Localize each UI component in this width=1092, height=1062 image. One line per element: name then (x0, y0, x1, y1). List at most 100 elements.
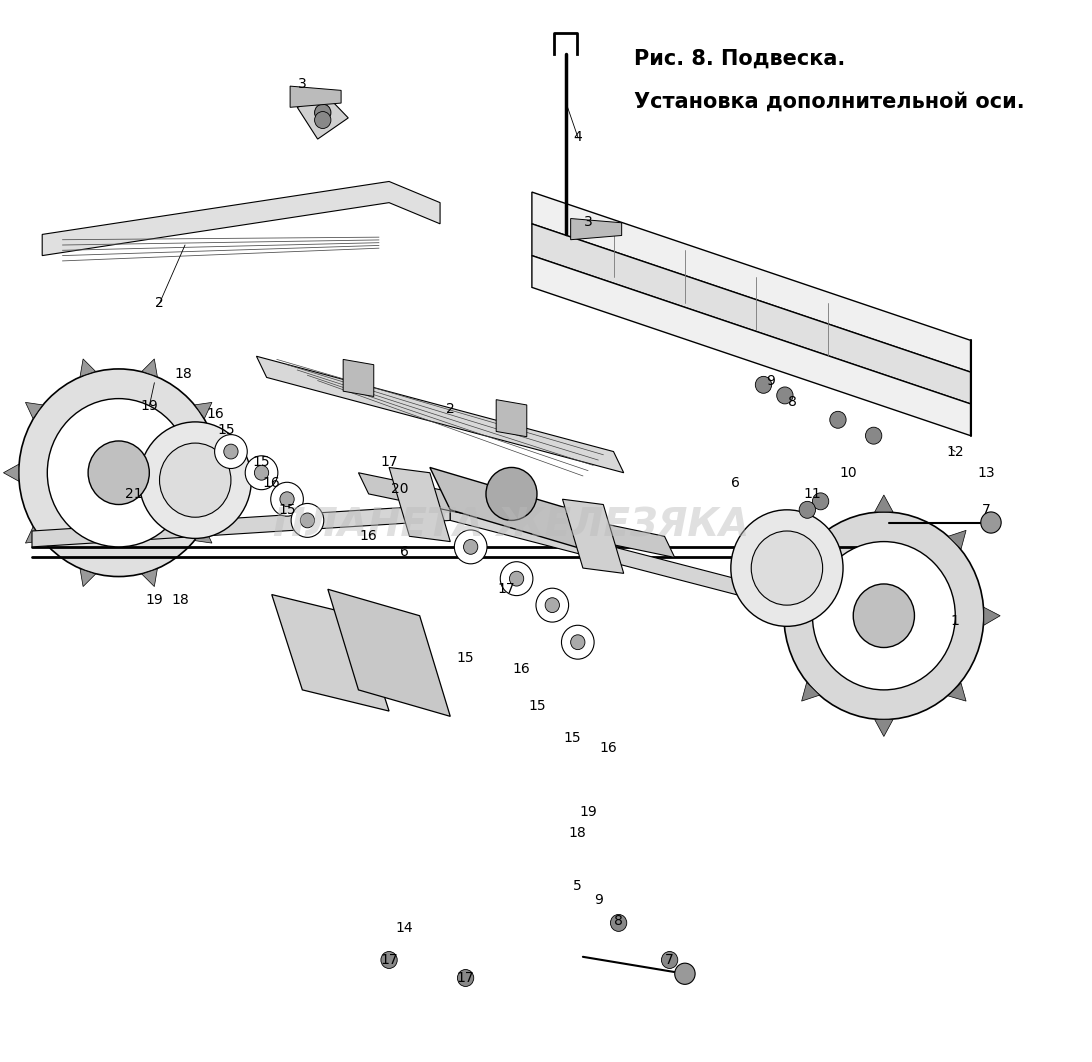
Circle shape (545, 598, 559, 613)
Polygon shape (430, 467, 593, 552)
Circle shape (88, 441, 150, 504)
Text: 15: 15 (278, 502, 296, 517)
Text: ПЛАНЕТА ЖЕЛЕЗЯКА: ПЛАНЕТА ЖЕЛЕЗЯКА (273, 507, 749, 545)
Text: 12: 12 (947, 445, 964, 459)
Circle shape (314, 112, 331, 129)
Polygon shape (142, 359, 157, 377)
Polygon shape (571, 219, 621, 240)
Text: Рис. 8. Подвеска.: Рис. 8. Подвеска. (634, 49, 845, 69)
Circle shape (853, 584, 914, 648)
Circle shape (139, 422, 251, 538)
Polygon shape (948, 530, 966, 549)
Text: 18: 18 (174, 367, 192, 381)
Polygon shape (328, 589, 450, 717)
Circle shape (254, 465, 269, 480)
Text: 1: 1 (951, 614, 960, 628)
Text: 7: 7 (982, 502, 990, 517)
Text: 17: 17 (380, 953, 397, 967)
Circle shape (784, 512, 984, 720)
Text: 21: 21 (126, 487, 143, 501)
Polygon shape (875, 720, 893, 736)
Circle shape (751, 531, 822, 605)
Text: 2: 2 (446, 402, 454, 416)
Circle shape (731, 510, 843, 627)
Text: 16: 16 (600, 741, 617, 755)
Polygon shape (875, 495, 893, 512)
Text: 16: 16 (263, 477, 281, 491)
Text: 19: 19 (141, 399, 158, 413)
Polygon shape (194, 402, 212, 418)
Polygon shape (496, 399, 526, 436)
Circle shape (510, 571, 524, 586)
Circle shape (246, 456, 277, 490)
Text: 10: 10 (840, 466, 857, 480)
Polygon shape (389, 467, 450, 542)
Text: 19: 19 (579, 805, 597, 819)
Circle shape (19, 369, 218, 577)
Circle shape (799, 501, 816, 518)
Text: 15: 15 (252, 456, 271, 469)
Circle shape (500, 562, 533, 596)
Polygon shape (80, 569, 96, 586)
Circle shape (458, 970, 474, 987)
Circle shape (215, 434, 247, 468)
Circle shape (812, 493, 829, 510)
Circle shape (486, 467, 537, 520)
Polygon shape (297, 97, 348, 139)
Polygon shape (218, 464, 234, 481)
Text: 6: 6 (400, 545, 408, 560)
Text: 14: 14 (395, 921, 413, 936)
Circle shape (280, 492, 294, 507)
Polygon shape (257, 356, 624, 473)
Circle shape (610, 914, 627, 931)
Polygon shape (802, 683, 820, 701)
Text: 19: 19 (145, 593, 164, 606)
Text: 2: 2 (155, 296, 164, 310)
Polygon shape (272, 595, 389, 712)
Circle shape (47, 398, 190, 547)
Text: 3: 3 (583, 215, 592, 228)
Text: 9: 9 (767, 374, 775, 388)
Text: 17: 17 (380, 456, 397, 469)
Polygon shape (948, 683, 966, 701)
Polygon shape (43, 182, 440, 256)
Text: 3: 3 (298, 78, 307, 91)
Circle shape (662, 952, 678, 969)
Polygon shape (25, 527, 43, 543)
Text: 15: 15 (529, 699, 546, 713)
Text: 13: 13 (977, 466, 995, 480)
Text: 16: 16 (206, 408, 225, 422)
Text: 8: 8 (787, 395, 796, 409)
Text: 4: 4 (573, 130, 582, 144)
Circle shape (536, 588, 569, 622)
Circle shape (314, 104, 331, 121)
Polygon shape (984, 607, 1000, 626)
Polygon shape (290, 86, 341, 107)
Circle shape (561, 626, 594, 660)
Text: 17: 17 (498, 582, 515, 596)
Text: 15: 15 (563, 731, 582, 744)
Circle shape (454, 530, 487, 564)
Text: 16: 16 (359, 529, 378, 544)
Text: 20: 20 (391, 482, 408, 496)
Text: 18: 18 (569, 826, 586, 840)
Circle shape (381, 952, 397, 969)
Text: 9: 9 (594, 892, 603, 907)
Polygon shape (450, 504, 797, 611)
Polygon shape (194, 527, 212, 543)
Text: 18: 18 (171, 593, 189, 606)
Polygon shape (343, 359, 373, 396)
Polygon shape (532, 256, 971, 435)
Polygon shape (3, 464, 19, 481)
Text: 17: 17 (456, 971, 474, 984)
Text: 15: 15 (456, 651, 474, 665)
Circle shape (271, 482, 304, 516)
Circle shape (159, 443, 230, 517)
Polygon shape (562, 499, 624, 573)
Text: 7: 7 (665, 953, 674, 967)
Circle shape (463, 539, 478, 554)
Circle shape (300, 513, 314, 528)
Text: 16: 16 (513, 662, 531, 675)
Polygon shape (802, 530, 820, 548)
Circle shape (776, 387, 793, 404)
